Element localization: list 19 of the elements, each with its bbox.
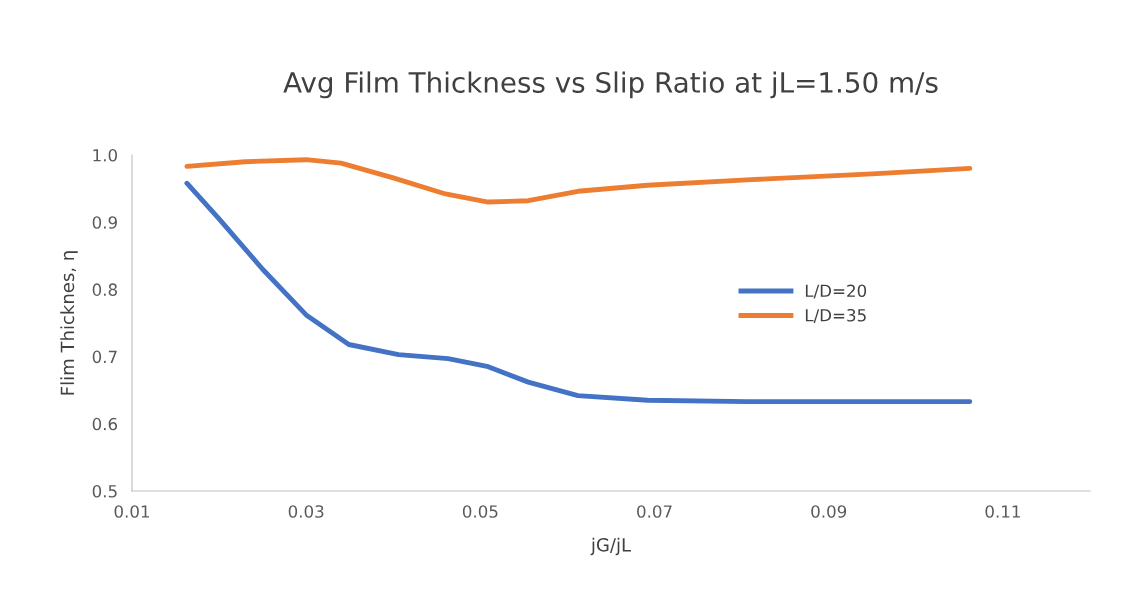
legend-label: L/D=35 <box>805 308 866 323</box>
y-axis-title: Flim Thicknes, η <box>60 251 78 395</box>
x-axis-title: jG/jL <box>590 537 631 556</box>
x-tick-label: 0.01 <box>114 505 150 518</box>
x-tick-label: 0.09 <box>811 505 847 518</box>
y-tick-label: 0.8 <box>92 283 117 296</box>
y-tick-label: 1.0 <box>93 148 118 162</box>
x-tick-label: 0.05 <box>462 505 498 518</box>
line-series <box>184 157 973 205</box>
legend-label: L/D=20 <box>805 284 867 299</box>
x-tick-label: 0.07 <box>637 505 672 518</box>
line-series <box>184 180 973 405</box>
y-tick-label: 0.5 <box>92 484 117 498</box>
x-tick-label: 0.11 <box>985 505 1020 518</box>
x-tick-label: 0.03 <box>288 505 324 518</box>
chart-title: Avg Film Thickness vs Slip Ratio at jL=1.50 m/s <box>283 71 938 99</box>
y-tick-label: 0.9 <box>92 216 117 229</box>
y-tick-label: 0.6 <box>92 417 118 431</box>
y-tick-label: 0.7 <box>92 350 117 364</box>
